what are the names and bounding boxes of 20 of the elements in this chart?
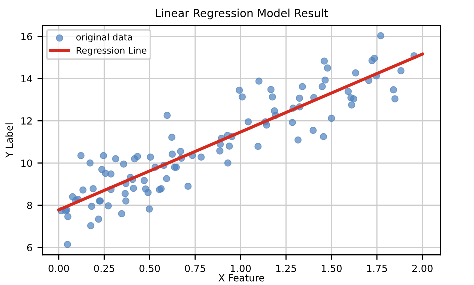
y-tick-label: 12 xyxy=(22,118,32,125)
y-axis-title: Y Label xyxy=(6,124,14,158)
y-tick-label: 14 xyxy=(22,75,32,83)
x-tick-label: 1.00 xyxy=(231,264,252,272)
x-tick-label: 1.50 xyxy=(322,264,342,272)
legend-label: Regression Line xyxy=(76,47,147,56)
x-tick-label: 2.00 xyxy=(412,264,433,272)
x-tick-label: 0.25 xyxy=(94,264,114,272)
y-tick-label: 8 xyxy=(27,202,32,210)
x-tick-label: 0.00 xyxy=(48,264,70,272)
y-tick-label: 10 xyxy=(22,160,32,168)
x-tick-label: 0.75 xyxy=(185,264,206,272)
x-tick-label: 1.25 xyxy=(276,264,296,272)
y-tick-label: 16 xyxy=(22,33,32,40)
x-axis-title: X Feature xyxy=(218,274,264,282)
y-tick-label: 6 xyxy=(27,244,32,252)
x-tick-label: 0.50 xyxy=(140,264,160,272)
legend-label: original data xyxy=(76,34,132,43)
x-tick-label: 1.75 xyxy=(367,265,388,272)
chart-title: Linear Regression Model Result xyxy=(156,8,328,20)
